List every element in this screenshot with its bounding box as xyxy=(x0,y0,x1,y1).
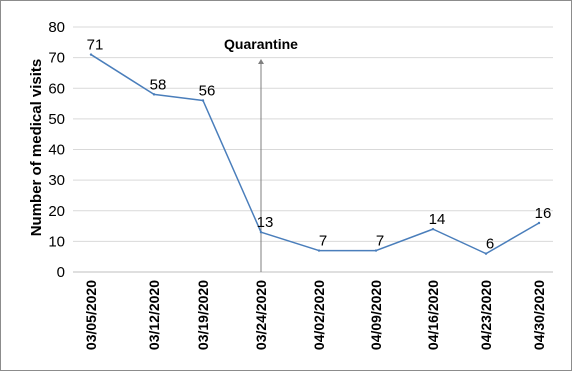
quarantine-arrow-icon xyxy=(258,59,264,64)
y-tick-label: 20 xyxy=(48,203,65,220)
x-tick-label: 04/02/2020 xyxy=(311,280,327,350)
y-tick-label: 10 xyxy=(48,233,65,250)
data-point xyxy=(201,99,205,102)
x-tick-label: 04/30/2020 xyxy=(531,280,547,350)
data-point xyxy=(317,249,321,252)
y-tick-label: 30 xyxy=(48,172,65,189)
data-label: 58 xyxy=(150,76,167,93)
data-point xyxy=(431,227,435,231)
data-label: 56 xyxy=(199,83,216,100)
data-label: 14 xyxy=(429,211,446,228)
data-point xyxy=(374,249,378,252)
data-label: 7 xyxy=(319,233,327,250)
x-tick-label: 04/23/2020 xyxy=(478,280,494,350)
y-tick-label: 50 xyxy=(48,111,65,128)
data-point xyxy=(259,230,263,234)
data-point xyxy=(484,252,488,255)
y-tick-label: 60 xyxy=(48,80,65,97)
data-point xyxy=(89,53,93,56)
x-tick-label: 04/16/2020 xyxy=(425,280,441,350)
data-label: 6 xyxy=(486,236,494,253)
y-tick-label: 0 xyxy=(57,264,65,281)
x-tick-label: 03/24/2020 xyxy=(253,280,269,350)
x-tick-label: 03/05/2020 xyxy=(83,280,99,350)
y-tick-label: 80 xyxy=(48,19,65,36)
quarantine-label: Quarantine xyxy=(224,36,298,52)
y-axis-title: Number of medical visits xyxy=(28,59,45,237)
data-point xyxy=(537,221,541,225)
x-tick-label: 04/09/2020 xyxy=(368,280,384,350)
x-tick-label: 03/12/2020 xyxy=(146,280,162,350)
data-label: 16 xyxy=(535,205,552,222)
y-tick-label: 40 xyxy=(48,142,65,159)
data-label: 13 xyxy=(257,214,274,231)
x-tick-label: 03/19/2020 xyxy=(195,280,211,350)
data-label: 7 xyxy=(376,233,384,250)
data-label: 71 xyxy=(87,37,104,54)
data-point xyxy=(152,93,156,96)
y-tick-label: 70 xyxy=(48,50,65,67)
